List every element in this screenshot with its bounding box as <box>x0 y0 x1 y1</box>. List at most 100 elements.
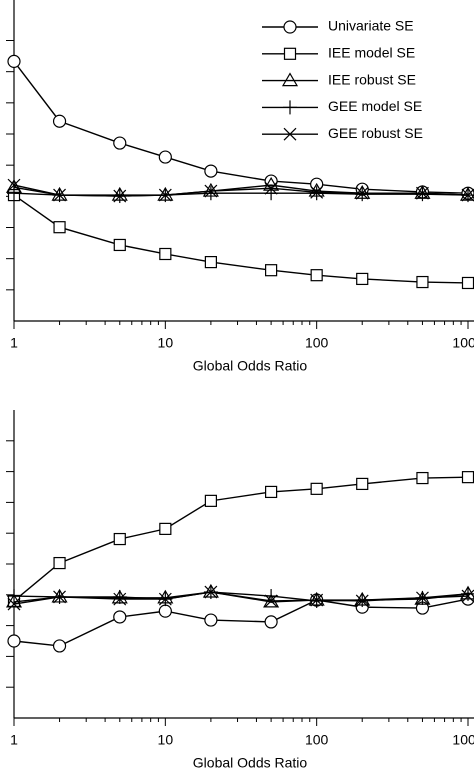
marker <box>416 186 429 200</box>
marker <box>7 186 21 201</box>
marker-part <box>113 238 126 252</box>
marker <box>204 585 218 599</box>
marker <box>113 610 127 624</box>
marker <box>461 276 474 290</box>
marker <box>461 471 474 484</box>
marker <box>461 589 474 603</box>
marker <box>53 590 66 604</box>
marker <box>204 164 218 178</box>
marker-part <box>265 264 278 277</box>
marker-part <box>310 593 324 607</box>
marker <box>52 639 67 653</box>
marker <box>52 114 67 128</box>
marker-part <box>113 532 126 546</box>
marker-part <box>158 188 172 202</box>
marker-part <box>204 585 218 599</box>
x-tick-label: 1 <box>10 732 18 748</box>
marker-part <box>281 72 299 87</box>
marker-part <box>416 275 429 289</box>
x-axis-label: Global Odds Ratio <box>193 755 308 771</box>
marker <box>265 485 278 499</box>
marker-part <box>310 482 323 495</box>
marker <box>416 275 429 289</box>
marker <box>113 189 127 203</box>
marker <box>281 72 299 87</box>
marker-part <box>356 272 369 286</box>
marker-part <box>310 185 324 199</box>
marker-part <box>283 20 297 34</box>
marker-part <box>159 247 172 261</box>
marker-part <box>204 613 218 627</box>
legend-label: IEE robust SE <box>328 71 416 87</box>
x-tick-label: 100 <box>305 335 329 351</box>
x-tick-label: 10 <box>158 732 174 748</box>
marker <box>113 238 126 252</box>
marker <box>113 592 127 606</box>
marker <box>203 186 218 201</box>
x-tick-label: 10 <box>158 335 174 351</box>
marker <box>7 589 21 604</box>
marker-part <box>7 178 21 192</box>
marker-part <box>158 604 172 618</box>
marker <box>310 482 323 495</box>
marker <box>264 181 278 195</box>
x-tick-label: 1000 <box>452 732 474 748</box>
marker <box>204 184 218 198</box>
marker <box>158 150 172 164</box>
marker-part <box>310 269 323 282</box>
marker <box>416 591 429 605</box>
marker <box>283 127 297 141</box>
x-tick-label: 1 <box>10 335 18 351</box>
marker <box>159 247 172 261</box>
series-line <box>13 591 469 605</box>
marker <box>283 100 297 115</box>
marker-part <box>461 589 474 603</box>
marker <box>356 477 369 491</box>
marker-part <box>204 184 218 198</box>
marker <box>356 272 369 286</box>
marker-part <box>416 591 429 605</box>
marker <box>461 188 474 202</box>
marker-part <box>113 189 127 203</box>
marker-part <box>204 494 217 507</box>
marker <box>7 597 21 611</box>
marker-part <box>264 594 278 608</box>
marker-part <box>204 164 218 178</box>
legend-label: GEE robust SE <box>328 125 423 141</box>
marker <box>158 604 172 618</box>
marker-part <box>204 255 217 269</box>
marker <box>355 186 369 200</box>
marker-part <box>53 556 66 570</box>
marker <box>283 47 297 60</box>
marker-part <box>113 610 127 624</box>
marker <box>7 178 21 192</box>
marker-part <box>53 221 66 234</box>
series-line <box>13 60 469 194</box>
marker <box>158 592 172 606</box>
marker-part <box>461 276 474 290</box>
x-axis-label: Global Odds Ratio <box>193 358 308 374</box>
marker-part <box>355 594 369 608</box>
legend-label: Univariate SE <box>328 18 414 34</box>
marker <box>416 471 429 485</box>
legend-label: IEE model SE <box>328 45 415 61</box>
marker <box>310 185 324 199</box>
marker <box>112 589 127 604</box>
marker-part <box>461 188 474 202</box>
marker <box>283 20 297 34</box>
marker <box>113 532 126 546</box>
marker-part <box>356 477 369 491</box>
marker-part <box>53 590 66 604</box>
marker-part <box>158 592 172 606</box>
marker <box>415 187 430 202</box>
marker <box>310 593 324 607</box>
marker-part <box>52 114 67 128</box>
marker <box>309 593 324 608</box>
x-tick-label: 1000 <box>452 335 474 351</box>
marker-part <box>283 47 297 60</box>
marker <box>7 634 21 648</box>
marker <box>159 522 172 535</box>
marker-part <box>158 150 172 164</box>
marker <box>461 586 474 601</box>
marker <box>310 269 323 282</box>
